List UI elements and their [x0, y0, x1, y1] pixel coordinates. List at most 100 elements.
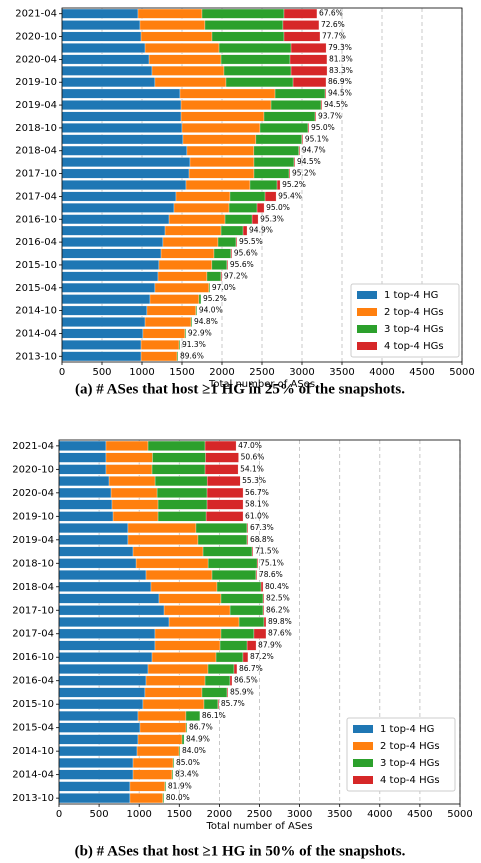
bar-label: 97.2% [224, 271, 248, 280]
bar-segment [61, 340, 142, 350]
bar-label: 86.5% [234, 676, 258, 685]
bar-segment [151, 652, 217, 663]
bar-label: 95.4% [278, 191, 302, 200]
bar-segment [127, 534, 199, 545]
bar-label: 87.9% [258, 640, 282, 649]
bar-segment [144, 43, 220, 53]
bar-segment [152, 452, 206, 463]
bar-label: 95.6% [230, 260, 254, 269]
bar-segment [251, 214, 259, 225]
bar-segment [223, 65, 292, 76]
bar-segment [190, 317, 193, 327]
bar-segment [105, 464, 153, 475]
bar-segment [58, 464, 107, 475]
bar-label: 91.3% [182, 340, 206, 349]
bar-segment [164, 225, 222, 236]
bar-segment [256, 203, 265, 213]
bar-segment [61, 77, 156, 88]
bar-label: 92.9% [188, 328, 212, 337]
y-tick-label: 2014-10 [12, 746, 54, 757]
bar-segment [58, 617, 170, 627]
bar-segment [204, 675, 231, 686]
bar-segment [139, 722, 187, 733]
bar-label: 80.4% [265, 582, 289, 591]
bar-segment [61, 214, 170, 225]
bar-segment [142, 328, 186, 339]
bar-segment [292, 77, 327, 88]
bar-label: 94.9% [249, 226, 273, 235]
bar-label: 95.0% [266, 203, 290, 212]
bar-segment [132, 757, 174, 768]
bar-segment [206, 499, 244, 510]
y-tick-label: 2013-10 [15, 351, 57, 362]
bar-segment [229, 675, 233, 686]
bar-segment [61, 203, 175, 213]
bar-segment [112, 511, 159, 522]
caption: (b) # ASes that host ≥1 HG in 50% of the… [75, 843, 406, 859]
legend-swatch [353, 742, 373, 750]
bar-segment [203, 699, 219, 710]
bar-segment [157, 511, 207, 522]
legend-swatch [353, 776, 373, 784]
bar-segment [61, 20, 141, 30]
bar-label: 86.7% [189, 723, 213, 732]
bar-label: 86.1% [202, 711, 226, 720]
bar-label: 95.6% [234, 249, 258, 258]
bar-segment [201, 687, 228, 698]
y-tick-label: 2014-04 [15, 328, 57, 339]
bar-segment [202, 546, 253, 557]
bar-segment [188, 168, 255, 179]
x-tick-label: 1500 [167, 809, 192, 820]
bar-label: 95.3% [260, 214, 284, 223]
bar-segment [320, 100, 323, 110]
bar-segment [217, 699, 220, 710]
bar-segment [185, 722, 188, 733]
x-axis-label: Total number of ASes [208, 379, 315, 390]
bar-segment [255, 134, 303, 145]
bar-segment [264, 191, 277, 202]
bar-segment [274, 88, 326, 99]
bar-segment [207, 558, 258, 569]
bar-segment [61, 111, 182, 122]
bar-segment [163, 605, 231, 616]
bar-label: 58.1% [245, 500, 269, 509]
legend-swatch [357, 291, 377, 299]
bar-segment [61, 351, 142, 362]
bar-segment [290, 43, 327, 53]
legend-label: 2 top-4 HGs [380, 741, 440, 752]
bar-segment [242, 225, 248, 236]
bar-segment [136, 746, 180, 757]
bar-segment [204, 20, 284, 30]
bar-segment [168, 214, 226, 225]
bar-segment [206, 271, 222, 282]
bar-segment [58, 781, 131, 792]
bar-segment [61, 134, 184, 145]
bar-segment [216, 581, 262, 592]
bar-label: 50.6% [241, 453, 265, 462]
bar-segment [160, 248, 215, 259]
bar-segment [61, 248, 162, 259]
bar-segment [224, 214, 253, 225]
bar-segment [228, 203, 258, 213]
x-tick-label: 3500 [329, 367, 354, 378]
bar-segment [201, 8, 285, 19]
y-tick-label: 2018-04 [12, 582, 54, 593]
x-tick-label: 0 [59, 367, 65, 378]
bar-segment [145, 675, 206, 686]
bar-segment [229, 191, 266, 202]
bar-segment [61, 191, 177, 202]
bar-segment [253, 145, 300, 156]
bar-segment [110, 487, 158, 498]
bar-segment [206, 476, 241, 487]
bar-label: 95.2% [282, 180, 306, 189]
bar-label: 87.6% [268, 629, 292, 638]
y-tick-label: 2015-10 [12, 699, 54, 710]
bar-segment [61, 305, 148, 316]
bar-segment [246, 640, 257, 651]
x-tick-label: 2000 [207, 809, 232, 820]
bar-label: 89.8% [268, 617, 292, 626]
bar-segment [204, 440, 237, 451]
bar-segment [178, 746, 181, 757]
legend-label: 3 top-4 HGs [384, 324, 444, 335]
bar-segment [242, 652, 249, 663]
